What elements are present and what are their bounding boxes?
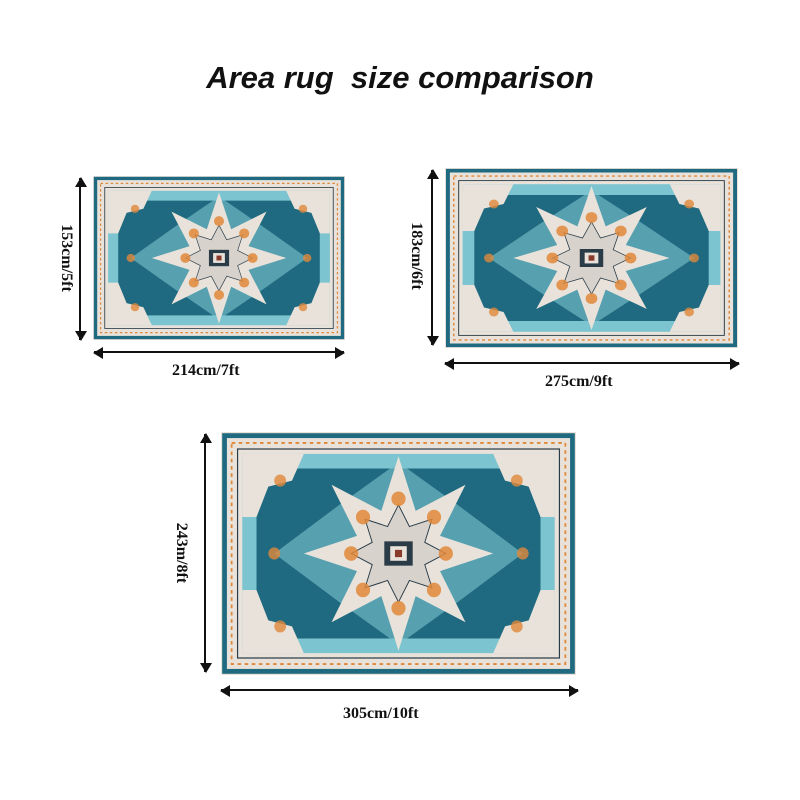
width-dimension-line <box>445 362 739 364</box>
width-label: 214cm/7ft <box>172 362 240 379</box>
width-dimension-line <box>221 689 578 691</box>
arrowhead-icon <box>444 358 454 370</box>
height-dimension-line <box>79 178 81 340</box>
arrowhead-icon <box>730 358 740 370</box>
arrowhead-icon <box>427 169 439 179</box>
page-title: Area rug size comparison <box>206 60 594 95</box>
rug-image-large <box>221 432 576 675</box>
arrowhead-icon <box>75 331 87 341</box>
arrowhead-icon <box>200 663 212 673</box>
height-label: 243m/8ft <box>173 522 190 584</box>
width-label: 305cm/10ft <box>343 705 419 722</box>
width-label: 275cm/9ft <box>545 373 613 390</box>
arrowhead-icon <box>93 347 103 359</box>
arrowhead-icon <box>569 685 579 697</box>
height-label: 183cm/6ft <box>408 222 425 290</box>
arrowhead-icon <box>220 685 230 697</box>
rug-image-small <box>93 176 345 340</box>
arrowhead-icon <box>200 433 212 443</box>
arrowhead-icon <box>427 336 439 346</box>
rug-image-medium <box>445 168 738 348</box>
height-dimension-line <box>204 434 206 672</box>
height-dimension-line <box>431 170 433 345</box>
arrowhead-icon <box>335 347 345 359</box>
width-dimension-line <box>94 351 344 353</box>
height-label: 153cm/5ft <box>58 224 75 292</box>
arrowhead-icon <box>75 177 87 187</box>
